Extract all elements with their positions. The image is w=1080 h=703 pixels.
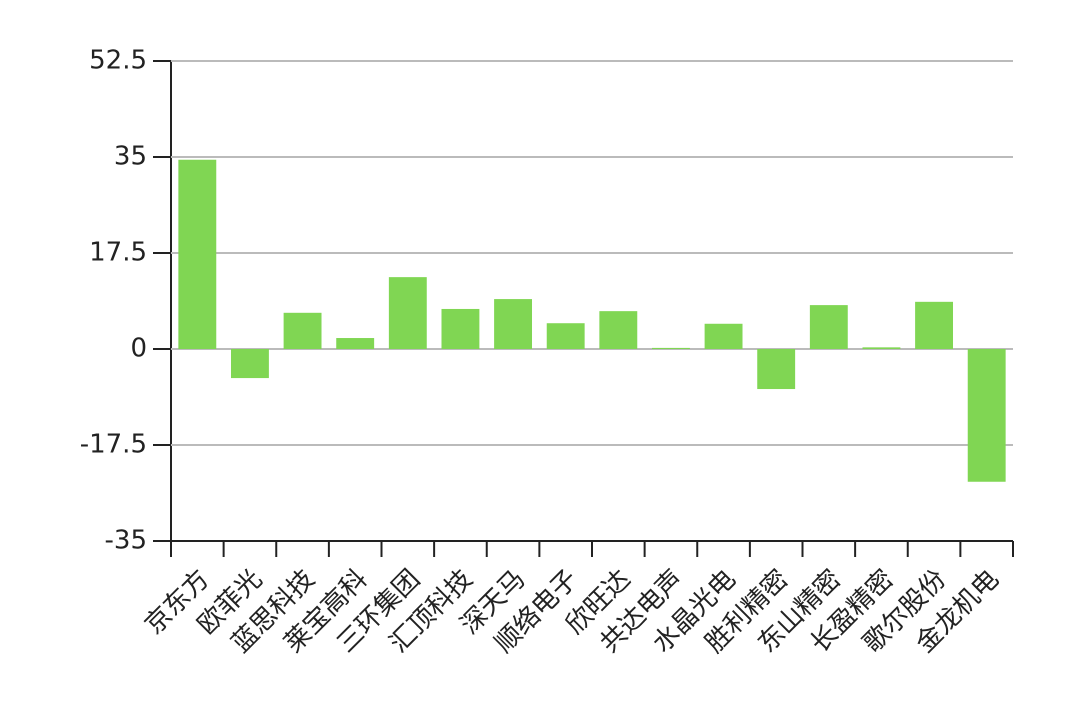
y-tick-label: -35 [105, 526, 147, 556]
y-tick-label: 0 [130, 334, 147, 364]
bar [599, 311, 638, 349]
bar [967, 349, 1006, 482]
bar [388, 277, 427, 349]
bar [704, 323, 743, 349]
bar [809, 305, 848, 349]
bar [494, 299, 533, 349]
y-tick-label: 17.5 [89, 238, 147, 268]
y-tick-label: 35 [114, 142, 147, 172]
bar [915, 301, 954, 349]
bar [336, 338, 375, 349]
bar [546, 323, 585, 349]
y-tick-label: 52.5 [89, 46, 147, 76]
bar [178, 159, 217, 349]
bar [283, 312, 322, 349]
y-tick-label: -17.5 [80, 430, 147, 460]
bar [862, 347, 901, 349]
bar [230, 349, 269, 379]
bar [441, 308, 480, 349]
bar [651, 347, 690, 349]
bar [757, 349, 796, 390]
